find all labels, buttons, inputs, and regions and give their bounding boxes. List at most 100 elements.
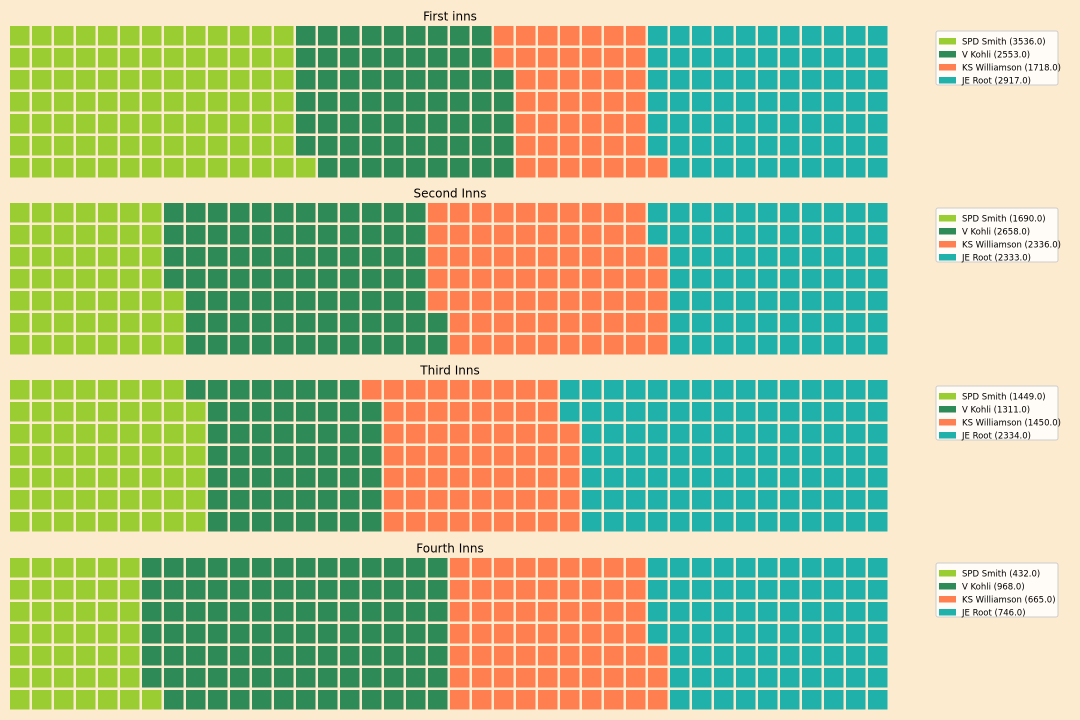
waffle-cell-je-root bbox=[846, 424, 866, 444]
waffle-cell-je-root bbox=[824, 269, 844, 289]
waffle-cell-v-kohli bbox=[274, 269, 294, 289]
waffle-cell-je-root bbox=[802, 335, 822, 355]
waffle-cell-spd-smith bbox=[76, 446, 96, 466]
waffle-cell-spd-smith bbox=[142, 92, 162, 112]
waffle-cell-v-kohli bbox=[318, 247, 338, 267]
waffle-cell-ks-williamson bbox=[450, 558, 470, 578]
waffle-cell-v-kohli bbox=[274, 580, 294, 600]
waffle-cell-spd-smith bbox=[54, 269, 74, 289]
waffle-cell-je-root bbox=[714, 446, 734, 466]
legend-frame bbox=[935, 562, 1059, 618]
waffle-cell-ks-williamson bbox=[472, 335, 492, 355]
waffle-cell-v-kohli bbox=[208, 402, 228, 422]
waffle-cell-v-kohli bbox=[362, 580, 382, 600]
waffle-cell-v-kohli bbox=[230, 646, 250, 666]
waffle-cell-v-kohli bbox=[384, 313, 404, 333]
waffle-cell-spd-smith bbox=[32, 490, 52, 510]
waffle-cell-v-kohli bbox=[252, 247, 272, 267]
waffle-cell-je-root bbox=[714, 158, 734, 178]
waffle-cell-je-root bbox=[692, 92, 712, 112]
waffle-cell-v-kohli bbox=[230, 446, 250, 466]
waffle-cell-spd-smith bbox=[76, 225, 96, 245]
waffle-cell-je-root bbox=[670, 269, 690, 289]
waffle-cell-je-root bbox=[868, 468, 888, 488]
waffle-cell-v-kohli bbox=[296, 424, 316, 444]
waffle-cell-ks-williamson bbox=[472, 247, 492, 267]
waffle-cell-ks-williamson bbox=[538, 335, 558, 355]
waffle-cell-ks-williamson bbox=[582, 136, 602, 156]
waffle-cell-je-root bbox=[714, 580, 734, 600]
legend-entry: SPD Smith (1690.0) bbox=[962, 215, 1046, 225]
waffle-cell-spd-smith bbox=[142, 512, 162, 532]
waffle-cell-spd-smith bbox=[10, 225, 30, 245]
waffle-cell-je-root bbox=[846, 136, 866, 156]
waffle-cell-spd-smith bbox=[10, 203, 30, 223]
waffle-cell-spd-smith bbox=[10, 335, 30, 355]
waffle-cell-je-root bbox=[736, 114, 756, 134]
waffle-cell-v-kohli bbox=[208, 203, 228, 223]
waffle-cell-je-root bbox=[780, 624, 800, 644]
waffle-cell-ks-williamson bbox=[560, 558, 580, 578]
waffle-cell-je-root bbox=[670, 380, 690, 400]
waffle-cell-v-kohli bbox=[208, 580, 228, 600]
waffle-cell-v-kohli bbox=[450, 136, 470, 156]
waffle-cell-spd-smith bbox=[164, 380, 184, 400]
waffle-cell-je-root bbox=[714, 269, 734, 289]
waffle-cell-ks-williamson bbox=[560, 247, 580, 267]
waffle-cell-v-kohli bbox=[406, 269, 426, 289]
waffle-cell-v-kohli bbox=[186, 602, 206, 622]
waffle-cell-v-kohli bbox=[296, 402, 316, 422]
waffle-cell-je-root bbox=[648, 114, 668, 134]
waffle-cell-spd-smith bbox=[10, 624, 30, 644]
waffle-cell-v-kohli bbox=[230, 624, 250, 644]
waffle-cell-je-root bbox=[780, 291, 800, 311]
waffle-cell-je-root bbox=[780, 136, 800, 156]
waffle-cell-spd-smith bbox=[120, 690, 140, 710]
waffle-panel-1: First inns SPD Smith (3536.0) V Kohli (255… bbox=[10, 10, 1061, 178]
waffle-cell-ks-williamson bbox=[560, 602, 580, 622]
legend-swatch bbox=[939, 38, 956, 45]
waffle-cell-je-root bbox=[692, 468, 712, 488]
waffle-cell-v-kohli bbox=[340, 646, 360, 666]
waffle-cell-ks-williamson bbox=[516, 48, 536, 68]
waffle-cell-v-kohli bbox=[428, 335, 448, 355]
waffle-cell-v-kohli bbox=[362, 646, 382, 666]
waffle-cell-v-kohli bbox=[208, 291, 228, 311]
waffle-cell-spd-smith bbox=[10, 291, 30, 311]
waffle-cell-spd-smith bbox=[32, 602, 52, 622]
waffle-cell-je-root bbox=[868, 602, 888, 622]
waffle-cell-je-root bbox=[846, 291, 866, 311]
waffle-cell-je-root bbox=[604, 402, 624, 422]
waffle-cell-ks-williamson bbox=[428, 203, 448, 223]
waffle-cell-v-kohli bbox=[186, 291, 206, 311]
waffle-cell-je-root bbox=[758, 114, 778, 134]
waffle-cell-v-kohli bbox=[318, 92, 338, 112]
waffle-cell-spd-smith bbox=[120, 313, 140, 333]
waffle-cell-v-kohli bbox=[274, 624, 294, 644]
waffle-cell-v-kohli bbox=[186, 580, 206, 600]
waffle-cell-spd-smith bbox=[186, 70, 206, 90]
waffle-cell-je-root bbox=[736, 291, 756, 311]
waffle-cell-ks-williamson bbox=[582, 335, 602, 355]
waffle-cell-ks-williamson bbox=[538, 70, 558, 90]
waffle-cell-ks-williamson bbox=[516, 313, 536, 333]
waffle-cell-v-kohli bbox=[384, 690, 404, 710]
waffle-cell-v-kohli bbox=[340, 402, 360, 422]
waffle-cell-ks-williamson bbox=[406, 512, 426, 532]
waffle-cell-spd-smith bbox=[120, 446, 140, 466]
waffle-cell-spd-smith bbox=[142, 70, 162, 90]
waffle-cell-ks-williamson bbox=[516, 446, 536, 466]
waffle-cell-je-root bbox=[670, 335, 690, 355]
waffle-cell-spd-smith bbox=[142, 26, 162, 46]
waffle-cell-je-root bbox=[604, 446, 624, 466]
waffle-cell-v-kohli bbox=[318, 335, 338, 355]
waffle-cell-ks-williamson bbox=[494, 558, 514, 578]
waffle-cell-ks-williamson bbox=[626, 558, 646, 578]
waffle-cell-ks-williamson bbox=[626, 48, 646, 68]
waffle-cell-v-kohli bbox=[296, 48, 316, 68]
waffle-cell-ks-williamson bbox=[560, 468, 580, 488]
waffle-cell-ks-williamson bbox=[648, 158, 668, 178]
waffle-cell-ks-williamson bbox=[450, 512, 470, 532]
